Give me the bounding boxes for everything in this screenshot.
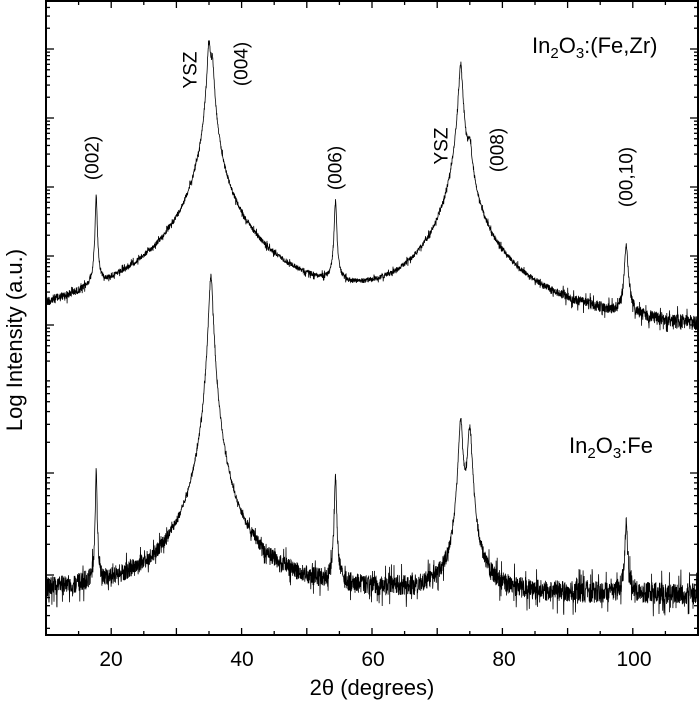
x-tick-label: 100 [616, 648, 652, 671]
y-axis-label: Log Intensity (a.u.) [2, 248, 27, 432]
sample-label-fe: In2O3:Fe [569, 433, 653, 462]
peak-label-004: (004) [231, 41, 253, 87]
x-axis-label: 2θ (degrees) [309, 675, 435, 700]
x-tick-label: 20 [99, 648, 123, 671]
plot-frame [45, 0, 699, 636]
diffraction-traces [45, 40, 699, 617]
peak-label-ysz-35: YSZ [180, 51, 202, 89]
x-tick-label: 40 [230, 648, 254, 671]
x-tick-label: 60 [361, 648, 385, 671]
sample-label-fe-zr: In2O3:(Fe,Zr) [532, 33, 658, 62]
peak-label-006: (006) [325, 145, 347, 191]
peak-label-00-10: (00,10) [616, 146, 638, 208]
peak-label-002: (002) [82, 135, 104, 181]
x-tick-label: 80 [492, 648, 516, 671]
peak-label-008: (008) [487, 127, 509, 173]
trace-0 [45, 40, 699, 333]
peak-label-ysz-74: YSZ [431, 127, 453, 165]
trace-1 [45, 273, 699, 617]
